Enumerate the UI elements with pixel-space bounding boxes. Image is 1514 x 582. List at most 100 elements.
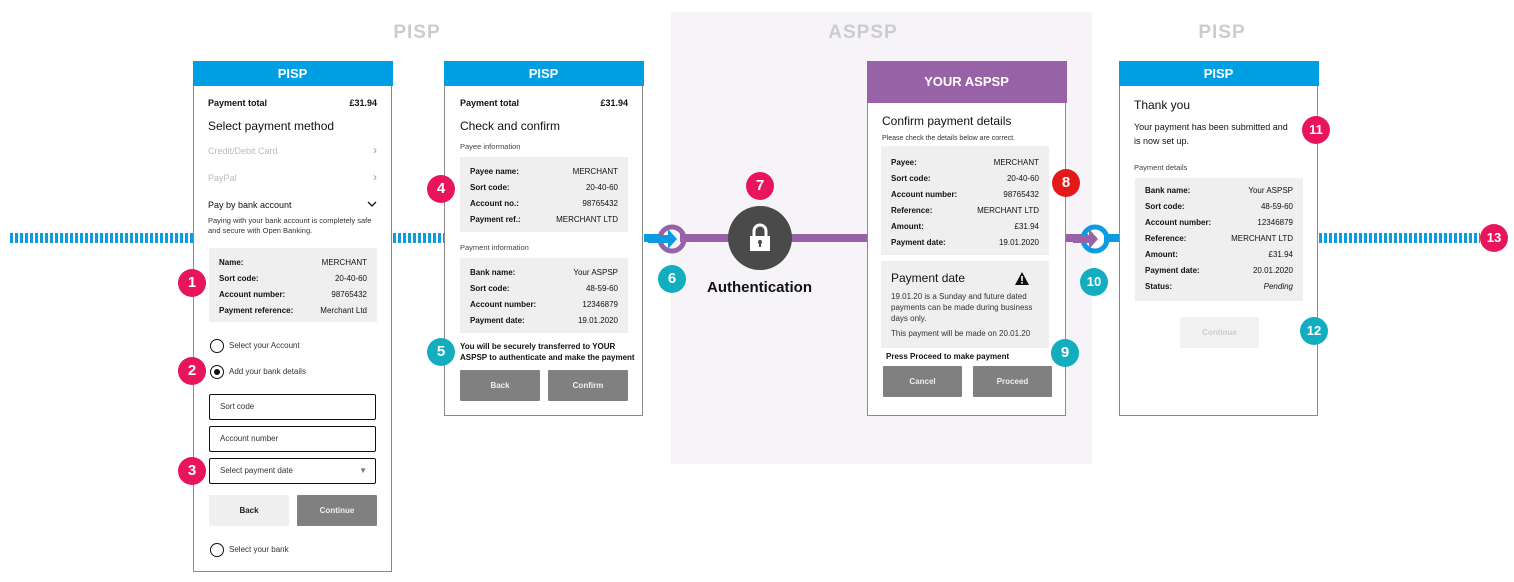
detail-label: Payment reference: xyxy=(219,306,294,315)
detail-value: 12346879 xyxy=(582,300,618,309)
screen-title: Select payment method xyxy=(208,119,335,133)
detail-value: 19.01.2020 xyxy=(577,316,618,325)
details-heading: Payment details xyxy=(1134,163,1188,172)
payment-date-warning: Payment date 19.01.20 is a Sunday and fu… xyxy=(881,261,1049,348)
payment-details: Bank name: Your ASPSP Sort code: 48-59-60 … xyxy=(460,258,628,333)
handoff-arrow-icon xyxy=(1073,224,1110,254)
detail-value: Merchant Ltd xyxy=(320,306,367,315)
warning-icon xyxy=(1015,272,1029,285)
detail-label: Amount: xyxy=(1145,250,1178,259)
confirm-button[interactable]: Confirm xyxy=(548,370,628,401)
chevron-right-icon: › xyxy=(373,170,377,184)
detail-value: 20-40-60 xyxy=(334,274,367,283)
cancel-button[interactable]: Cancel xyxy=(883,366,962,397)
detail-label: Account number: xyxy=(1145,218,1212,227)
detail-value: Your ASPSP xyxy=(573,268,618,277)
detail-value: £31.94 xyxy=(1014,222,1039,231)
option-label: Select your Account xyxy=(229,341,300,350)
option-label: Add your bank details xyxy=(229,367,306,376)
confirmation-message: Your payment has been submitted and xyxy=(1134,122,1288,132)
step-badge: 8 xyxy=(1052,169,1080,197)
detail-label: Sort code: xyxy=(1145,202,1185,211)
detail-value: Your ASPSP xyxy=(1248,186,1293,195)
detail-label: Bank name: xyxy=(1145,186,1191,195)
back-button[interactable]: Back xyxy=(209,495,289,526)
detail-value: 98765432 xyxy=(582,199,618,208)
detail-label: Account no.: xyxy=(470,199,519,208)
section-label-aspsp: ASPSP xyxy=(828,22,898,43)
section-label-pisp: PISP xyxy=(1198,22,1246,43)
proceed-button[interactable]: Proceed xyxy=(973,366,1052,397)
step-badge: 4 xyxy=(427,175,455,203)
detail-label: Reference: xyxy=(891,206,933,215)
detail-label: Account number: xyxy=(891,190,958,199)
payee-details: Payee name: MERCHANT Sort code: 20-40-60 A… xyxy=(460,157,628,232)
radio-select-account[interactable] xyxy=(210,339,224,353)
payee-heading: Payee information xyxy=(460,142,521,151)
account-number-input[interactable]: Account number xyxy=(209,426,376,452)
option-label: Select your bank xyxy=(229,545,289,554)
radio-add-bank-details[interactable] xyxy=(210,365,224,379)
detail-label: Bank name: xyxy=(470,268,516,277)
detail-value: 19.01.2020 xyxy=(998,238,1039,247)
step-badge: 5 xyxy=(427,338,455,366)
screen-title: Confirm payment details xyxy=(882,114,1012,128)
detail-label: Payment date: xyxy=(891,238,946,247)
proceed-note: Press Proceed to make payment xyxy=(886,352,1010,361)
screen-subtitle: Please check the details below are corre… xyxy=(882,135,1016,142)
warning-text: payments can be made during business xyxy=(891,303,1033,312)
method-bank-account[interactable]: Pay by bank account xyxy=(208,200,292,210)
screen-aspsp-confirm: YOUR ASPSP Confirm payment details Pleas… xyxy=(866,61,1067,416)
detail-value: 48-59-60 xyxy=(1260,202,1293,211)
merchant-details: Name: MERCHANT Sort code: 20-40-60 Account… xyxy=(209,248,377,322)
method-paypal[interactable]: PayPal xyxy=(208,173,237,183)
sort-code-input[interactable]: Sort code xyxy=(209,394,376,420)
step-badge: 1 xyxy=(178,269,206,297)
detail-value: MERCHANT LTD xyxy=(556,215,618,224)
screen-thank-you: PISP Thank you Your payment has been sub… xyxy=(1118,61,1319,416)
radio-select-bank[interactable] xyxy=(210,543,224,557)
step-badge: 10 xyxy=(1080,268,1108,296)
detail-label: Sort code: xyxy=(891,174,931,183)
detail-label: Sort code: xyxy=(219,274,259,283)
detail-label: Amount: xyxy=(891,222,924,231)
payment-date-placeholder: Select payment date xyxy=(220,466,293,475)
detail-value: 20-40-60 xyxy=(1006,174,1039,183)
authentication-label: Authentication xyxy=(707,279,812,296)
detail-label: Payment date: xyxy=(1145,266,1200,275)
payment-heading: Payment information xyxy=(460,243,529,252)
detail-label: Reference: xyxy=(1145,234,1187,243)
step-badge: 13 xyxy=(1480,224,1508,252)
warning-text: This payment will be made on 20.01.20 xyxy=(891,329,1031,338)
handoff-arrow-icon xyxy=(648,224,687,254)
screen-header: YOUR ASPSP xyxy=(866,61,1067,103)
authentication-node xyxy=(728,206,792,270)
screen-title: Check and confirm xyxy=(460,119,561,133)
detail-value: 12346879 xyxy=(1257,218,1293,227)
lock-icon xyxy=(750,223,770,251)
continue-button[interactable]: Continue xyxy=(297,495,377,526)
step-badge: 11 xyxy=(1302,116,1330,144)
detail-value: MERCHANT xyxy=(993,158,1039,167)
detail-value: 20-40-60 xyxy=(585,183,618,192)
detail-value: 48-59-60 xyxy=(585,284,618,293)
step-badge: 7 xyxy=(746,172,774,200)
continue-button[interactable]: Continue xyxy=(1180,317,1259,348)
transfer-note: You will be securely transferred to YOUR xyxy=(460,342,616,351)
step-badge: 12 xyxy=(1300,317,1328,345)
transfer-note: ASPSP to authenticate and make the payme… xyxy=(460,353,635,362)
payment-date-select[interactable]: Select payment date ▼ xyxy=(209,458,376,484)
detail-value: MERCHANT xyxy=(572,167,618,176)
chevron-right-icon: › xyxy=(373,143,377,157)
payment-details: Bank name: Your ASPSP Sort code: 48-59-60 … xyxy=(1135,178,1303,301)
step-badge: 6 xyxy=(658,265,686,293)
detail-label: Sort code: xyxy=(470,183,510,192)
back-button[interactable]: Back xyxy=(460,370,540,401)
detail-label: Sort code: xyxy=(470,284,510,293)
payment-total-value: £31.94 xyxy=(349,98,377,108)
method-card[interactable]: Credit/Debit Card xyxy=(208,146,278,156)
warning-text: 19.01.20 is a Sunday and future dated xyxy=(891,292,1027,301)
payment-total-value: £31.94 xyxy=(600,98,628,108)
bank-note: Paying with your bank account is complet… xyxy=(208,216,372,235)
step-badge: 3 xyxy=(178,457,206,485)
